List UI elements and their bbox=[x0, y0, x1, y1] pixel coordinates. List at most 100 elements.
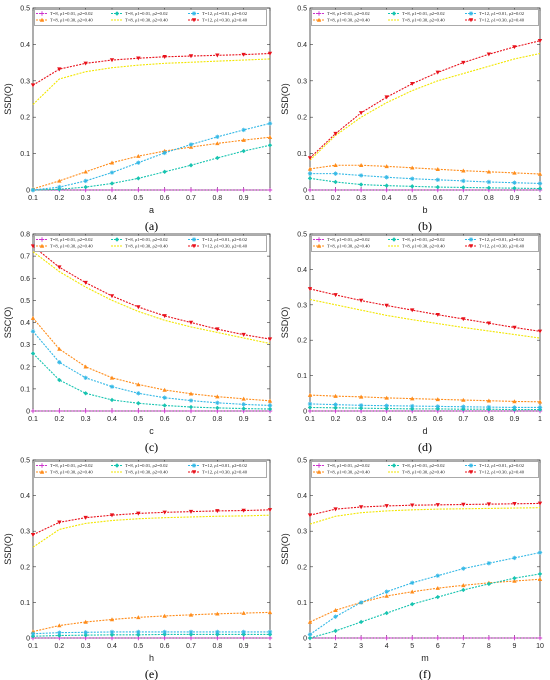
data-point bbox=[307, 166, 313, 171]
data-point bbox=[267, 508, 273, 513]
data-point bbox=[358, 394, 364, 399]
legend-label: T=12, ρ1=0.30, ρ2=0.40 bbox=[479, 470, 525, 476]
data-point bbox=[333, 608, 338, 612]
data-point bbox=[435, 503, 440, 508]
x-tick-label: 0.7 bbox=[186, 643, 196, 650]
data-point bbox=[358, 163, 364, 168]
x-tick-label: 0.7 bbox=[458, 416, 468, 423]
series-5 bbox=[307, 171, 543, 186]
legend-entry: T=12, ρ1=0.01, ρ2=0.02 bbox=[465, 237, 525, 243]
data-point bbox=[333, 179, 338, 185]
y-tick-label: 0.1 bbox=[20, 151, 30, 158]
x-tick-label: 9 bbox=[512, 643, 516, 650]
panel-label: (c) bbox=[145, 440, 158, 454]
series-line bbox=[32, 317, 271, 402]
x-tick-label: 0.6 bbox=[160, 643, 170, 650]
plot-area bbox=[309, 233, 541, 412]
x-tick-label: 0.4 bbox=[382, 416, 392, 423]
data-point bbox=[486, 502, 492, 507]
data-point bbox=[486, 321, 492, 326]
legend-marker bbox=[391, 237, 397, 242]
legend-label: T=8, ρ1=0.30, ρ2=0.40 bbox=[327, 244, 370, 250]
x-tick-label: 7 bbox=[461, 643, 465, 650]
data-point bbox=[512, 170, 517, 175]
y-tick-label: 0.4 bbox=[297, 267, 307, 274]
x-tick-label: 0.3 bbox=[81, 416, 91, 423]
x-tick-label: 3 bbox=[359, 643, 363, 650]
data-point bbox=[241, 332, 246, 337]
legend-entry: T=12, ρ1=0.01, ρ2=0.02 bbox=[188, 11, 248, 17]
data-point bbox=[162, 187, 167, 193]
data-point bbox=[57, 184, 62, 190]
data-point bbox=[136, 511, 141, 516]
legend-entry: T=8, ρ1=0.01, ρ2=0.02 bbox=[313, 463, 370, 469]
data-point bbox=[435, 184, 440, 190]
data-point bbox=[267, 406, 273, 412]
series-line bbox=[309, 164, 541, 175]
x-tick-label: 0.7 bbox=[186, 416, 196, 423]
legend-marker bbox=[391, 463, 397, 468]
data-point bbox=[461, 168, 466, 173]
data-point bbox=[241, 137, 246, 142]
data-point bbox=[384, 406, 389, 411]
x-tick-label: 1 bbox=[538, 416, 542, 423]
data-point bbox=[109, 513, 115, 518]
data-point bbox=[57, 633, 62, 638]
x-axis-label: d bbox=[422, 426, 427, 436]
data-point bbox=[109, 375, 115, 380]
legend-entry: T=8, ρ1=0.30, ρ2=0.40 bbox=[313, 18, 370, 24]
y-tick-label: 0.1 bbox=[297, 373, 307, 380]
legend-label: T=8, ρ1=0.01, ρ2=0.02 bbox=[50, 237, 93, 243]
legend-entry: T=8, ρ1=0.30, ρ2=0.40 bbox=[313, 470, 370, 476]
series-line bbox=[309, 578, 541, 623]
x-tick-label: 8 bbox=[487, 643, 491, 650]
y-axis-label: SSD(O) bbox=[3, 83, 13, 115]
data-point bbox=[307, 619, 313, 624]
x-tick-label: 0.1 bbox=[305, 416, 315, 423]
data-point bbox=[461, 587, 466, 593]
data-point bbox=[215, 611, 220, 616]
legend-entry: T=8, ρ1=0.01, ρ2=0.02 bbox=[388, 237, 445, 243]
series-6 bbox=[307, 39, 543, 161]
data-point bbox=[136, 401, 141, 406]
data-point bbox=[30, 329, 36, 334]
y-tick-label: 0.2 bbox=[20, 364, 30, 371]
data-point bbox=[215, 405, 220, 411]
legend-label: T=8, ρ1=0.01, ρ2=0.02 bbox=[125, 11, 168, 17]
data-point bbox=[215, 509, 220, 514]
data-point bbox=[410, 580, 415, 586]
data-point bbox=[162, 150, 167, 156]
data-point bbox=[461, 317, 466, 322]
y-tick-label: 0.4 bbox=[20, 493, 30, 500]
y-tick-label: 0.4 bbox=[297, 493, 307, 500]
legend-entry: T=12, ρ1=0.30, ρ2=0.40 bbox=[188, 18, 248, 24]
legend-entry: T=8, ρ1=0.01, ρ2=0.02 bbox=[313, 11, 370, 17]
legend-marker bbox=[468, 11, 474, 16]
data-point bbox=[410, 589, 415, 594]
x-tick-label: 0.3 bbox=[356, 416, 366, 423]
data-point bbox=[384, 175, 389, 180]
series-6 bbox=[30, 508, 273, 537]
chart-panel: 0.1 0.2 0.3 0.4 0.5 0.6 0.7 0.8 0.9 100.10.20.30.… bbox=[3, 6, 273, 233]
data-point bbox=[537, 635, 543, 641]
data-point bbox=[30, 533, 36, 537]
x-tick-label: 0.1 bbox=[28, 643, 38, 650]
legend-label: T=8, ρ1=0.30, ρ2=0.40 bbox=[50, 244, 93, 250]
data-point bbox=[267, 629, 273, 635]
data-point bbox=[410, 503, 415, 508]
legend-entry: T=8, ρ1=0.01, ρ2=0.02 bbox=[388, 11, 445, 17]
data-point bbox=[358, 187, 364, 193]
data-point bbox=[136, 382, 141, 387]
series-2 bbox=[307, 163, 543, 176]
data-point bbox=[537, 186, 543, 191]
legend-label: T=12, ρ1=0.01, ρ2=0.02 bbox=[479, 237, 525, 243]
data-point bbox=[83, 375, 88, 381]
panel-label: (d) bbox=[418, 440, 432, 454]
data-point bbox=[358, 298, 364, 303]
legend-marker bbox=[191, 463, 197, 468]
series-5 bbox=[307, 550, 543, 637]
data-point bbox=[136, 187, 141, 193]
y-tick-label: 0.1 bbox=[20, 386, 30, 393]
series-line bbox=[309, 288, 541, 332]
